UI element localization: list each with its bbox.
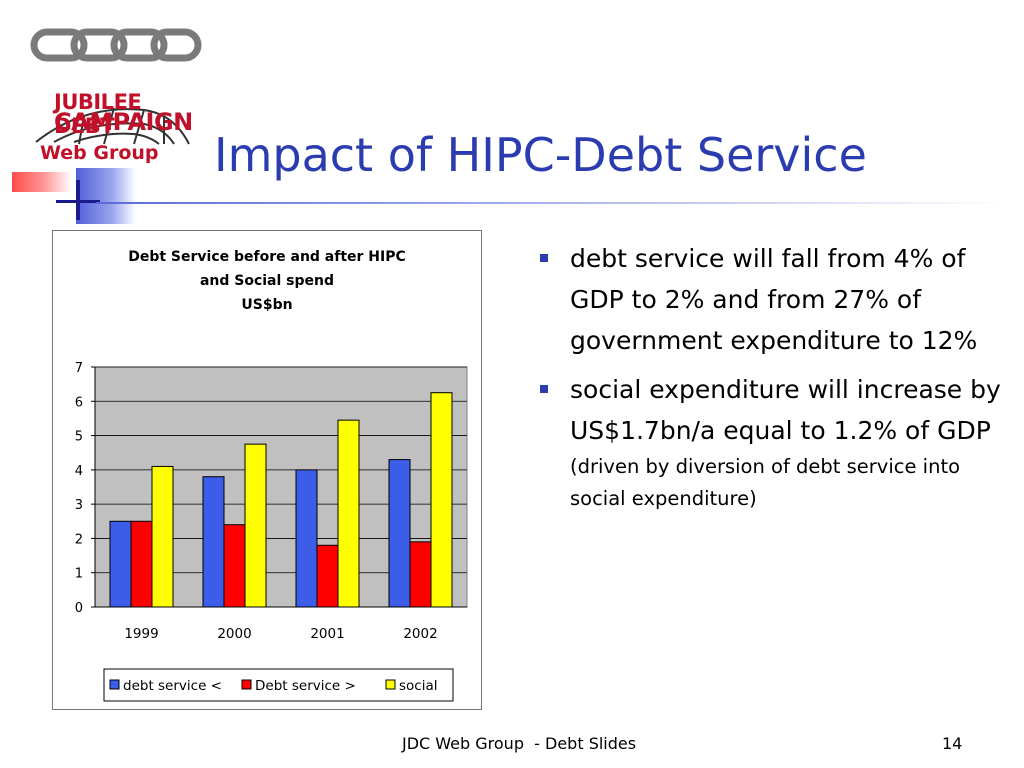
legend-swatch (241, 679, 252, 690)
chart-title: and Social spend (200, 273, 334, 289)
x-tick-label: 1999 (124, 626, 158, 642)
bar (244, 443, 267, 608)
bullet-item: debt service will fall from 4% of GDP to… (540, 238, 1010, 361)
y-tick-label: 6 (75, 395, 83, 410)
legend-swatch (385, 679, 396, 690)
y-tick-label: 4 (75, 464, 83, 479)
logo-line1: JUBILEE DEBT (54, 90, 142, 138)
chart-container: Debt Service before and after HIPC and So… (52, 230, 482, 710)
bar (130, 520, 153, 608)
page-number: 14 (942, 734, 963, 753)
logo-line2: CAMPAIGN (54, 108, 193, 136)
legend-label: social (399, 678, 438, 694)
y-tick-label: 1 (75, 567, 83, 582)
bullet-list: debt service will fall from 4% of GDP to… (540, 238, 1010, 523)
x-tick-label: 2002 (403, 626, 437, 642)
legend-label: debt service < (123, 678, 222, 694)
footer-text: JDC Web Group - Debt Slides (402, 734, 637, 753)
decorative-blue-block (76, 168, 136, 224)
bar (388, 459, 411, 608)
bar (151, 465, 174, 608)
bar (295, 469, 318, 608)
bar (337, 419, 360, 608)
bar (202, 476, 225, 608)
legend-label: Debt service > (255, 678, 356, 694)
x-tick-label: 2001 (310, 626, 344, 642)
bullet-marker-icon (540, 385, 548, 393)
bullet-text: social expenditure will increase by US$1… (570, 375, 1001, 445)
chain-links-icon (30, 28, 202, 145)
bullet-text: debt service will fall from 4% of GDP to… (570, 244, 978, 355)
bar (109, 520, 132, 608)
logo-line3: Web Group (40, 142, 159, 164)
y-tick-label: 3 (75, 498, 83, 513)
title-underline (96, 202, 1006, 204)
y-tick-label: 5 (75, 430, 83, 445)
x-tick-label: 2000 (217, 626, 251, 642)
legend-swatch (109, 679, 120, 690)
y-tick-label: 0 (75, 601, 83, 616)
chart-title: US$bn (241, 297, 292, 313)
jubilee-logo: JUBILEE DEBT CAMPAIGN (24, 24, 204, 166)
bar (316, 544, 339, 608)
bar-chart: Debt Service before and after HIPC and So… (75, 249, 468, 702)
slide-title: Impact of HIPC-Debt Service (214, 128, 867, 182)
decorative-horizontal-line (56, 200, 100, 203)
y-tick-label: 7 (75, 361, 83, 376)
bullet-subtext: (driven by diversion of debt service int… (570, 455, 961, 510)
decorative-red-bar (12, 172, 72, 192)
bullet-marker-icon (540, 254, 548, 262)
bar (409, 541, 432, 608)
bar (430, 392, 453, 608)
chart-title: Debt Service before and after HIPC (128, 249, 406, 265)
bullet-item: social expenditure will increase by US$1… (540, 369, 1010, 515)
y-tick-label: 2 (75, 532, 83, 547)
bar (223, 524, 246, 608)
